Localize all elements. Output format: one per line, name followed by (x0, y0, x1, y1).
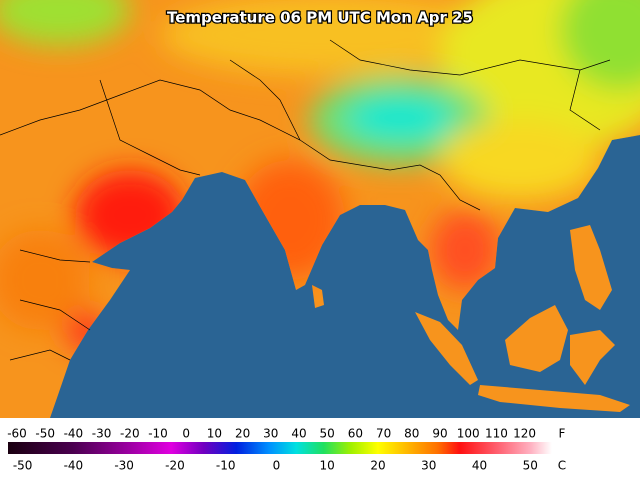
fahrenheit-tick-label: 90 (432, 427, 447, 441)
celsius-tick-label: 40 (472, 459, 487, 473)
celsius-tick-label: 30 (421, 459, 436, 473)
celsius-tick-label: -40 (64, 459, 84, 473)
fahrenheit-unit: F (559, 427, 566, 441)
fahrenheit-tick-label: 120 (513, 427, 536, 441)
celsius-tick-label: -10 (216, 459, 236, 473)
fahrenheit-tick-label: 100 (457, 427, 480, 441)
fahrenheit-tick-label: 110 (485, 427, 508, 441)
fahrenheit-tick-label: 50 (320, 427, 335, 441)
fahrenheit-tick-label: 70 (376, 427, 391, 441)
fahrenheit-tick-label: 40 (291, 427, 306, 441)
fahrenheit-tick-label: 60 (348, 427, 363, 441)
fahrenheit-tick-label: 10 (207, 427, 222, 441)
fahrenheit-tick-label: 80 (404, 427, 419, 441)
celsius-tick-label: -30 (114, 459, 134, 473)
fahrenheit-tick-label: -10 (148, 427, 168, 441)
celsius-unit: C (558, 459, 566, 473)
fahrenheit-tick-label: -60 (7, 427, 27, 441)
celsius-tick-label: -50 (13, 459, 33, 473)
celsius-tick-label: 50 (523, 459, 538, 473)
fahrenheit-tick-label: -40 (64, 427, 84, 441)
fahrenheit-tick-label: -20 (120, 427, 140, 441)
fahrenheit-tick-label: -50 (35, 427, 55, 441)
map-title: Temperature 06 PM UTC Mon Apr 25 (167, 9, 473, 27)
celsius-tick-label: 0 (273, 459, 281, 473)
fahrenheit-tick-label: 0 (182, 427, 190, 441)
color-scale (8, 442, 552, 454)
celsius-tick-label: 10 (320, 459, 335, 473)
fahrenheit-tick-label: 20 (235, 427, 250, 441)
temperature-field (0, 0, 640, 418)
celsius-tick-label: 20 (370, 459, 385, 473)
fahrenheit-tick-label: -30 (92, 427, 112, 441)
celsius-tick-label: -20 (165, 459, 185, 473)
country-borders (0, 39, 611, 361)
fahrenheit-tick-label: 30 (263, 427, 278, 441)
